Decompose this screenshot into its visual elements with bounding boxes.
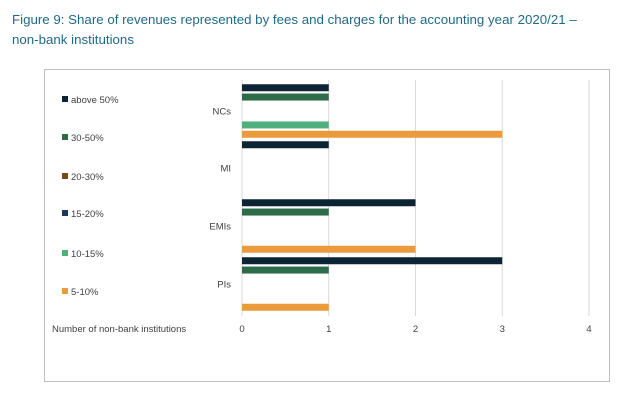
bar-mi-1 <box>242 141 329 149</box>
caption-line-2: non-bank institutions <box>12 32 134 47</box>
caption-line-1: Figure 9: Share of revenues represented … <box>12 12 577 27</box>
legend-label-4: 15-20% <box>71 209 104 220</box>
x-tick-label-4: 4 <box>586 324 591 335</box>
legend-label-2: 30-50% <box>71 133 104 144</box>
legend-label-6: 5-10% <box>71 287 99 298</box>
bar-ncs-1 <box>242 84 329 92</box>
legend-label-5: 10-15% <box>71 249 104 260</box>
x-tick-label-2: 2 <box>413 324 418 335</box>
bar-emis-6 <box>242 245 416 253</box>
bar-emis-2 <box>242 208 329 216</box>
bar-ncs-6 <box>242 130 503 138</box>
legend-swatch-6 <box>62 288 68 294</box>
bar-pis-6 <box>242 303 329 311</box>
legend-label-3: 20-30% <box>71 172 104 183</box>
legend-swatch-4 <box>62 210 68 216</box>
bar-emis-1 <box>242 199 416 207</box>
bar-pis-1 <box>242 257 503 265</box>
x-tick-label-0: 0 <box>239 324 244 335</box>
bar-ncs-2 <box>242 93 329 101</box>
legend-swatch-2 <box>62 134 68 140</box>
legend-swatch-3 <box>62 173 68 179</box>
x-axis-title: Number of non-bank institutions <box>52 324 186 335</box>
chart-frame <box>44 69 610 382</box>
legend-label-1: above 50% <box>71 95 119 106</box>
x-tick-label-3: 3 <box>500 324 505 335</box>
category-label-mi: MI <box>220 164 231 175</box>
category-label-pis: PIs <box>217 280 231 291</box>
legend-swatch-1 <box>62 96 68 102</box>
legend-swatch-5 <box>62 250 68 256</box>
category-label-emis: EMIs <box>209 222 231 233</box>
bar-ncs-5 <box>242 121 329 129</box>
category-label-ncs: NCs <box>213 107 232 118</box>
x-tick-label-1: 1 <box>326 324 331 335</box>
bar-pis-2 <box>242 266 329 274</box>
figure-caption: Figure 9: Share of revenues represented … <box>12 10 612 50</box>
